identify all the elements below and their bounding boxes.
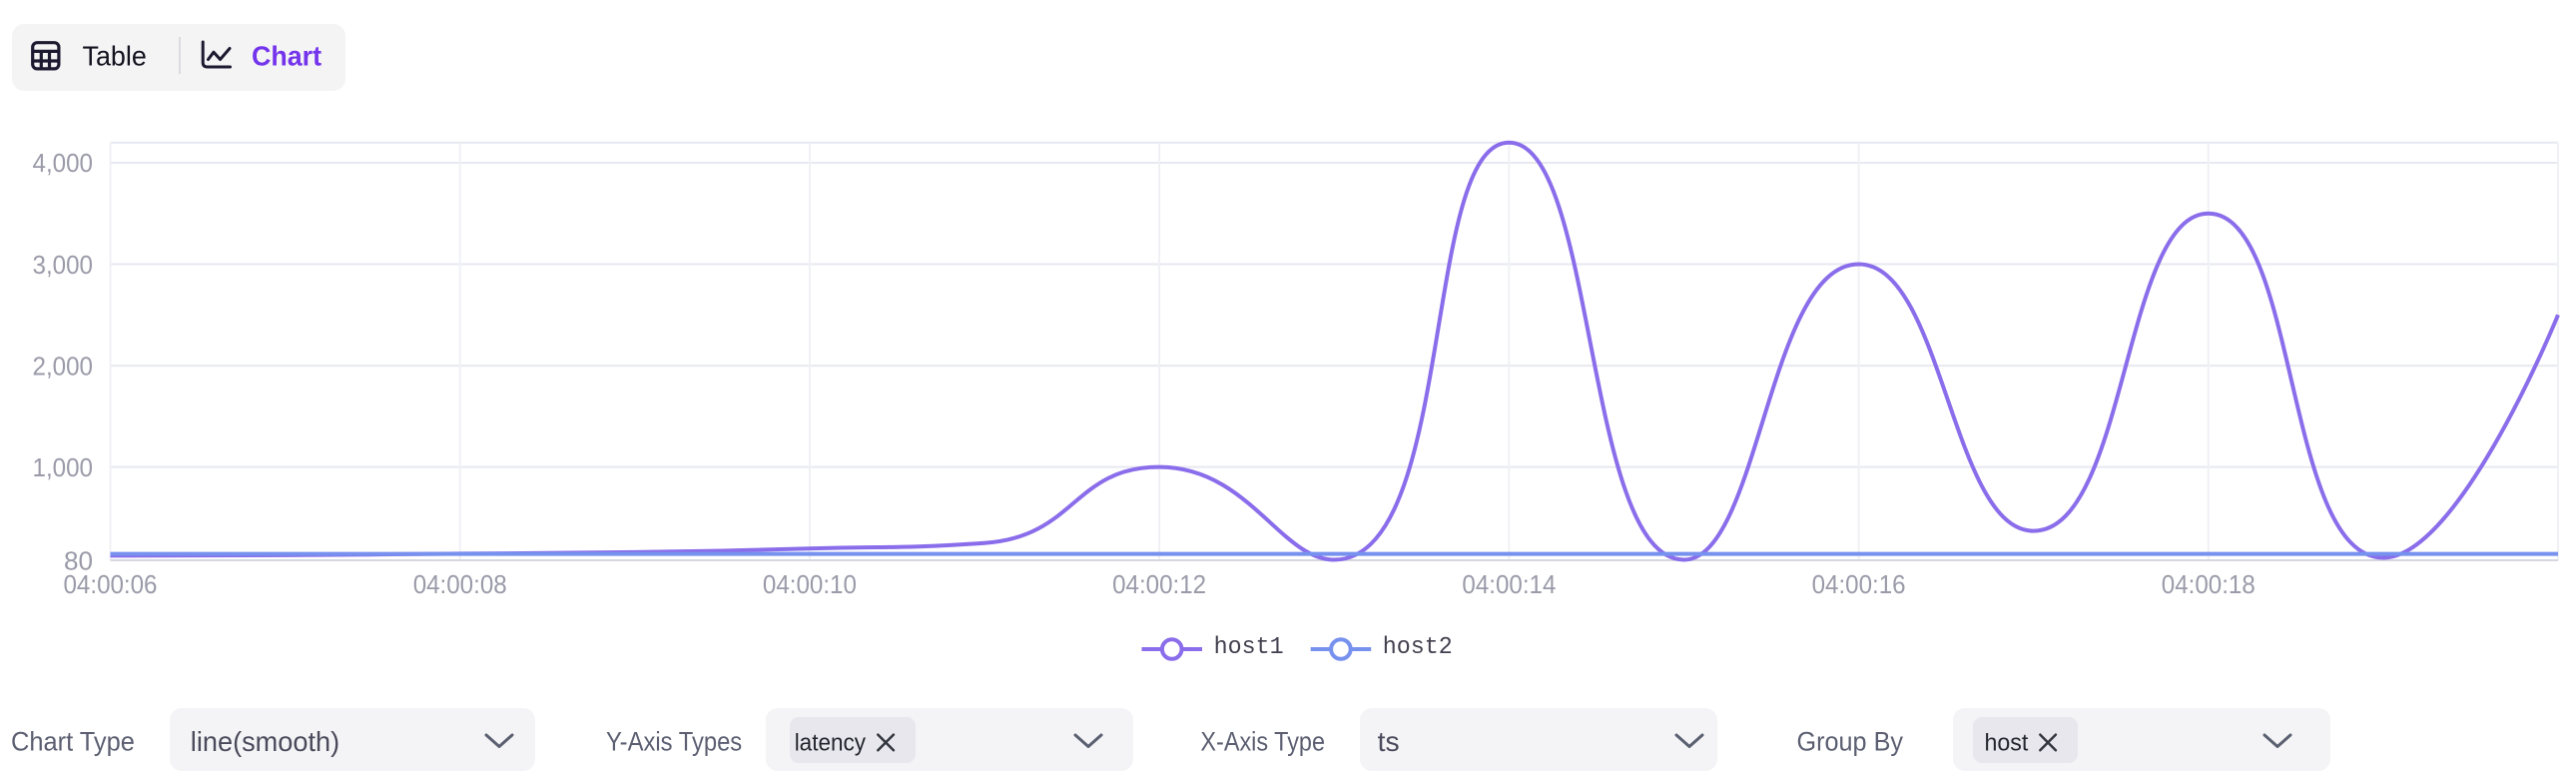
svg-text:latency: latency [795,729,866,756]
svg-text:04:00:12: 04:00:12 [1112,569,1206,599]
svg-text:3,000: 3,000 [33,250,94,280]
svg-text:04:00:18: 04:00:18 [2162,569,2255,599]
svg-text:2,000: 2,000 [33,351,94,381]
svg-text:Chart: Chart [252,41,322,72]
svg-text:Table: Table [83,41,147,72]
svg-text:1,000: 1,000 [33,452,94,482]
svg-text:ts: ts [1378,726,1400,757]
svg-text:04:00:14: 04:00:14 [1462,569,1556,599]
svg-text:04:00:10: 04:00:10 [763,569,857,599]
svg-text:04:00:06: 04:00:06 [64,569,158,599]
svg-text:04:00:16: 04:00:16 [1812,569,1906,599]
svg-text:line(smooth): line(smooth) [191,726,339,757]
svg-text:80: 80 [64,545,93,575]
svg-text:04:00:08: 04:00:08 [413,569,507,599]
svg-text:Y-Axis Types: Y-Axis Types [606,727,742,757]
svg-text:4,000: 4,000 [33,148,94,178]
svg-text:host: host [1985,729,2029,756]
svg-text:host2: host2 [1383,634,1453,661]
svg-text:host1: host1 [1214,634,1284,661]
svg-text:Group By: Group By [1797,727,1904,757]
svg-text:Chart Type: Chart Type [11,727,135,757]
svg-text:X-Axis Type: X-Axis Type [1200,727,1325,757]
